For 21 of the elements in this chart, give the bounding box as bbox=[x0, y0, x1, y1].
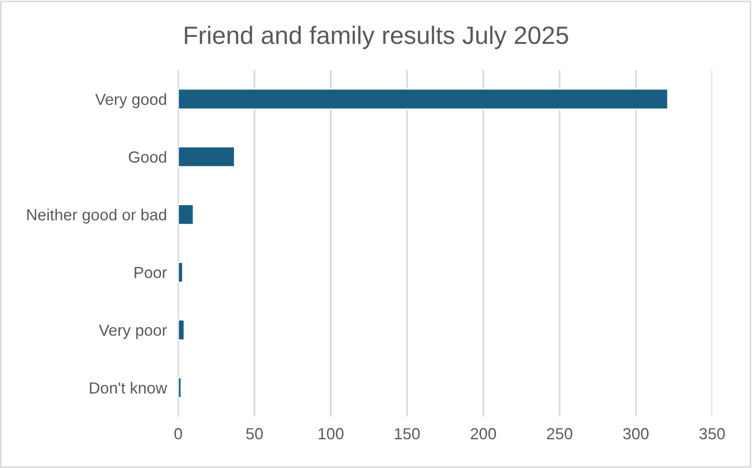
y-tick-label: Neither good or bad bbox=[27, 208, 166, 224]
bar bbox=[178, 376, 182, 398]
x-tick-label: 250 bbox=[547, 428, 572, 440]
y-tick-label: Very poor bbox=[98, 324, 167, 340]
x-tick-label: 350 bbox=[699, 428, 725, 440]
bar bbox=[178, 261, 184, 284]
bar bbox=[178, 88, 669, 110]
x-tick-label: 100 bbox=[318, 428, 344, 440]
y-tick-label: Good bbox=[128, 150, 166, 163]
x-tick-label: 300 bbox=[623, 428, 649, 440]
bar bbox=[178, 319, 186, 341]
x-tick-label: 150 bbox=[394, 428, 420, 440]
bar bbox=[178, 204, 194, 226]
x-tick-label: 200 bbox=[470, 428, 496, 440]
x-tick-label: 50 bbox=[246, 428, 263, 440]
bar bbox=[178, 146, 236, 168]
y-tick-label: Poor bbox=[134, 267, 167, 278]
x-tick-label: 0 bbox=[174, 428, 182, 440]
y-tick-label: Don't know bbox=[90, 382, 168, 394]
y-tick-label: Very good bbox=[95, 93, 166, 108]
chart-title: Friend and family results July 2025 bbox=[184, 26, 568, 50]
